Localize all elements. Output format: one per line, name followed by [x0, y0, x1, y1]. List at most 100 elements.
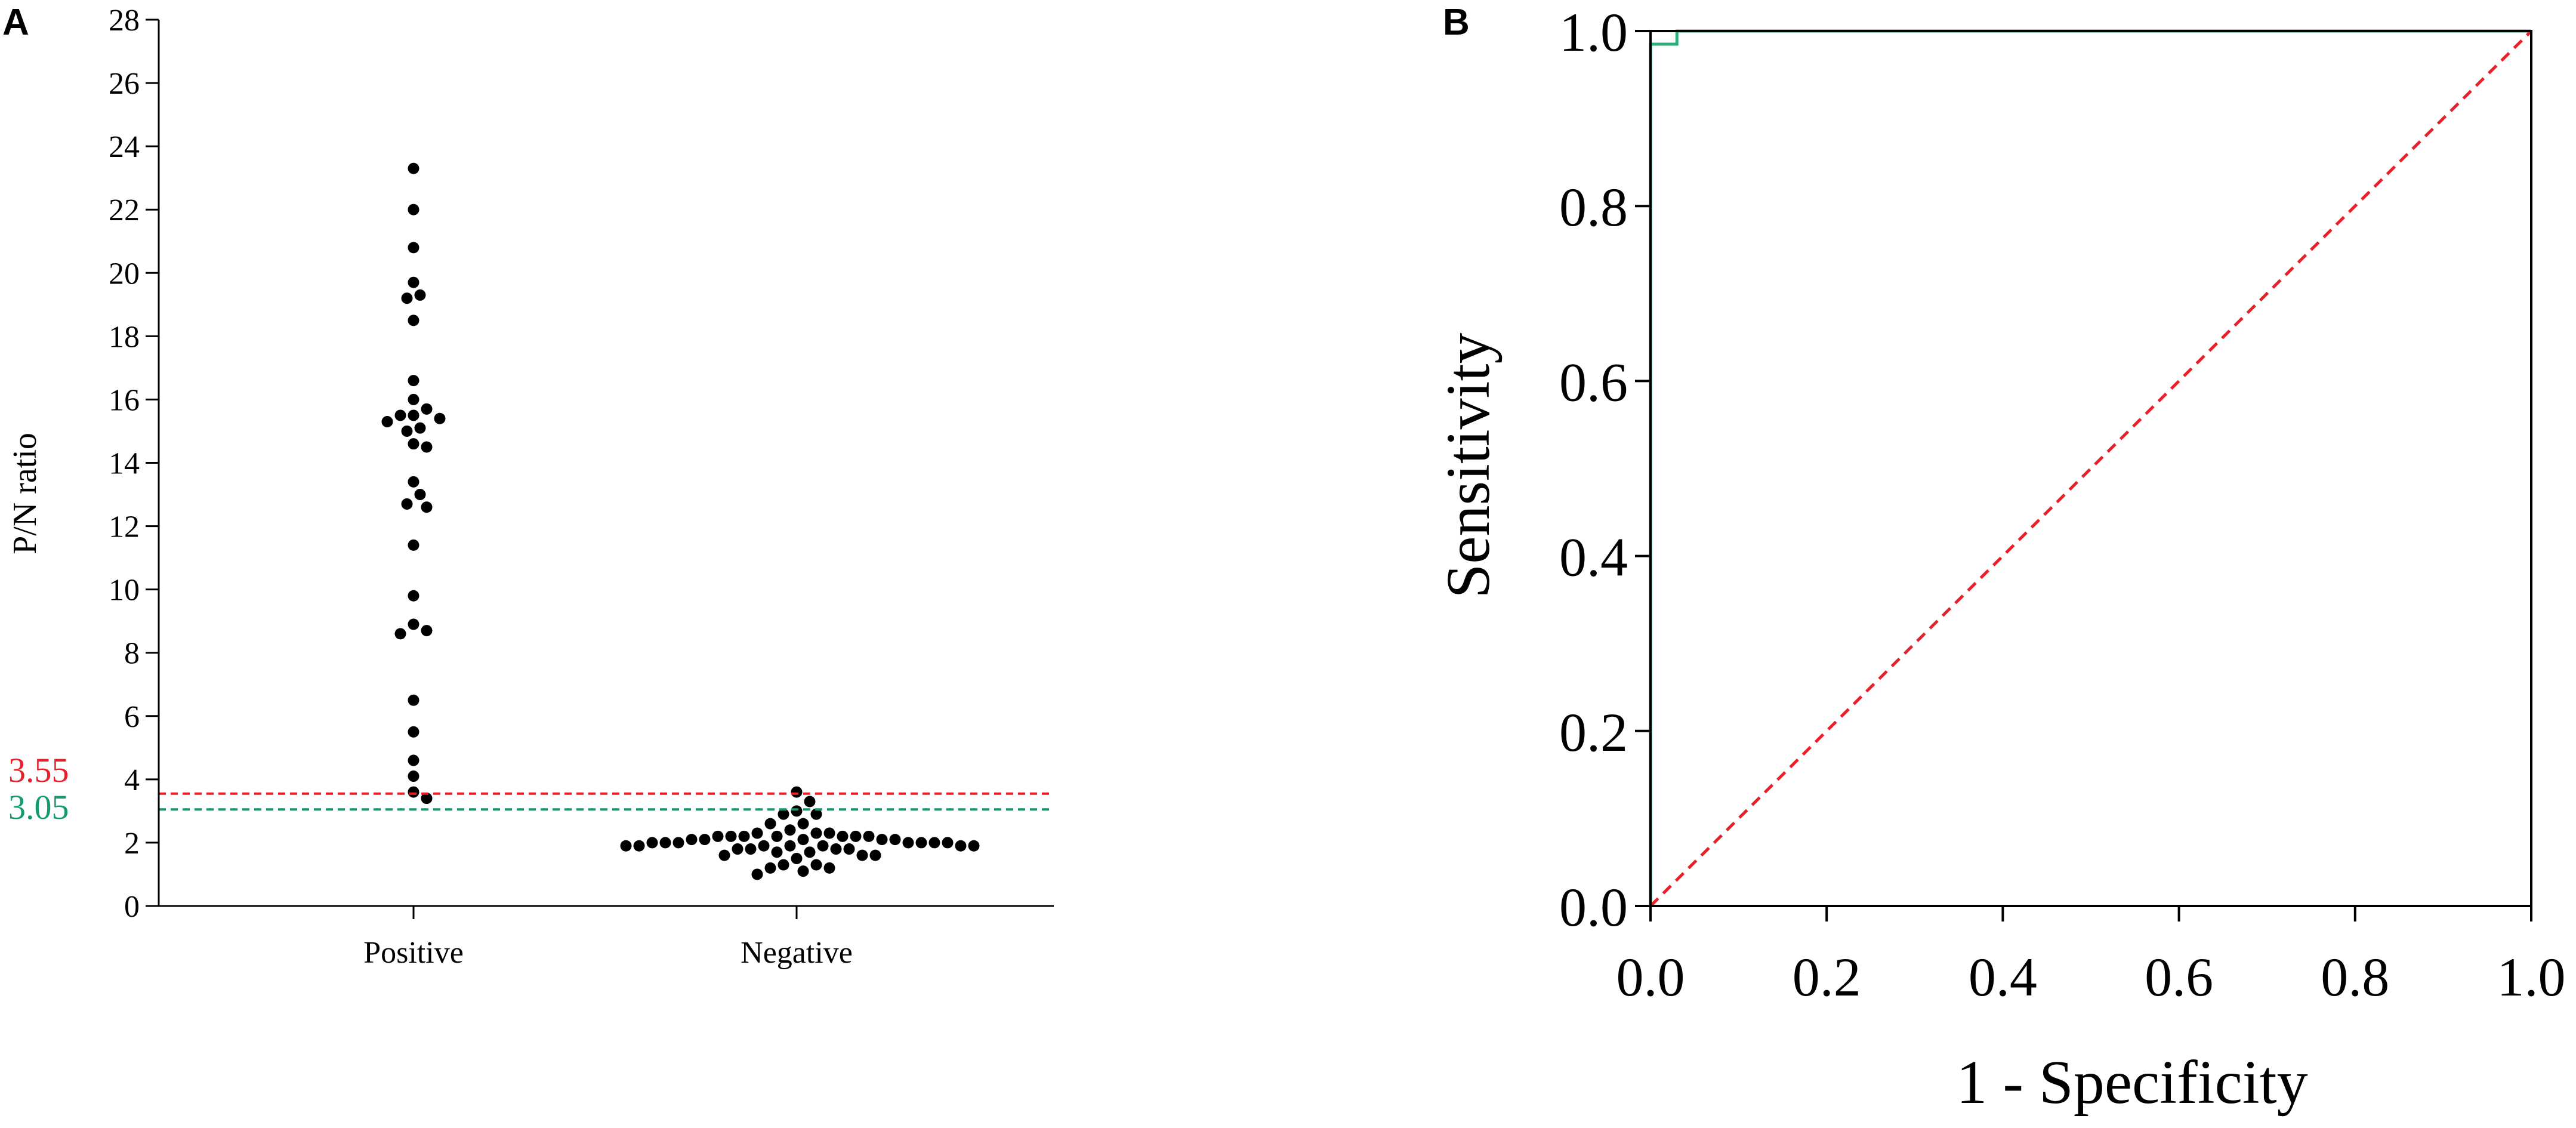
x-tick-label: 0.4 — [1969, 947, 2037, 1007]
data-point — [804, 796, 816, 808]
y-tick-label: 18 — [109, 320, 140, 354]
y-tick-label: 0.6 — [1559, 352, 1628, 412]
data-point — [791, 786, 803, 798]
data-point — [421, 625, 433, 637]
data-point — [810, 859, 822, 871]
data-point — [797, 834, 809, 846]
data-point — [408, 694, 419, 706]
data-point — [408, 539, 419, 551]
data-point — [620, 840, 632, 852]
data-point — [955, 840, 967, 852]
data-point — [928, 837, 940, 849]
data-point — [718, 849, 730, 861]
data-point — [408, 375, 419, 387]
y-tick-label: 28 — [109, 4, 140, 38]
panel-b-y-axis-label: Sensitivity — [1434, 333, 1503, 599]
data-point — [791, 852, 803, 864]
data-point — [764, 818, 776, 830]
data-point — [889, 834, 901, 846]
x-tick-label: 0.6 — [2145, 947, 2213, 1007]
data-point — [863, 830, 875, 842]
data-point — [646, 837, 658, 849]
data-point — [408, 409, 419, 421]
data-point — [830, 843, 842, 855]
data-point — [771, 846, 783, 858]
data-point — [778, 859, 789, 871]
y-tick-label: 10 — [109, 574, 140, 608]
y-tick-label: 2 — [124, 827, 140, 861]
panel-a-y-axis-label: P/N ratio — [7, 433, 44, 554]
data-point — [784, 824, 796, 836]
data-point — [791, 805, 803, 817]
data-point — [823, 827, 835, 839]
data-point — [408, 771, 419, 782]
data-point — [408, 204, 419, 215]
data-point — [699, 834, 711, 846]
y-tick-label: 26 — [109, 67, 140, 101]
data-point — [942, 837, 954, 849]
x-tick-label: 1.0 — [2497, 947, 2566, 1007]
data-point — [401, 292, 413, 304]
data-point — [968, 840, 980, 852]
x-tick-label: 0.2 — [1793, 947, 1861, 1007]
data-point — [421, 403, 433, 415]
data-point — [421, 793, 433, 805]
data-point — [837, 830, 849, 842]
x-tick-label: 0.0 — [1616, 947, 1685, 1007]
data-point — [771, 830, 783, 842]
data-point — [738, 830, 750, 842]
data-point — [408, 393, 419, 405]
panel-a-cutoff-lines: 3.553.05 — [8, 751, 1054, 827]
y-tick-label: 1.0 — [1559, 2, 1628, 63]
data-point — [408, 242, 419, 254]
data-point — [823, 862, 835, 874]
data-point — [408, 590, 419, 602]
data-point — [751, 827, 763, 839]
data-point — [408, 754, 419, 766]
data-point — [421, 501, 433, 513]
data-point — [850, 830, 862, 842]
data-point — [902, 837, 914, 849]
y-tick-label: 24 — [109, 130, 140, 164]
data-point — [810, 827, 822, 839]
data-point — [633, 840, 645, 852]
data-point — [414, 289, 426, 301]
x-category-label: Negative — [741, 936, 853, 970]
panel-a-points — [381, 162, 980, 880]
data-point — [686, 834, 698, 846]
y-tick-label: 0.0 — [1559, 877, 1628, 938]
panel-letter-b: B — [1443, 2, 1470, 43]
panel-a-categories: Positive Negative — [363, 906, 853, 970]
data-point — [758, 840, 770, 852]
data-point — [414, 422, 426, 434]
data-point — [817, 840, 829, 852]
data-point — [408, 618, 419, 630]
reference-diagonal-line — [1649, 30, 2532, 907]
panel-b-plot-frame — [1649, 30, 2532, 907]
y-tick-label: 8 — [124, 637, 140, 671]
x-category-label: Positive — [363, 936, 464, 970]
data-point — [712, 830, 724, 842]
data-point — [725, 830, 737, 842]
cutoff-label: 3.55 — [8, 751, 69, 790]
y-tick-label: 0.2 — [1559, 702, 1628, 763]
y-tick-label: 14 — [109, 447, 140, 481]
data-point — [856, 849, 868, 861]
data-point — [797, 865, 809, 877]
y-tick-label: 22 — [109, 193, 140, 227]
data-point — [778, 808, 789, 820]
data-point — [843, 843, 855, 855]
data-point — [414, 489, 426, 501]
panel-b-roc-curve: Sensitivity 1 - Specificity 0.0 0.2 0.4 0.6… — [1434, 2, 2566, 1117]
y-tick-label: 20 — [109, 257, 140, 291]
data-point — [797, 818, 809, 830]
data-point — [401, 498, 413, 510]
data-point — [732, 843, 744, 855]
data-point — [869, 849, 881, 861]
data-point — [408, 162, 419, 174]
y-tick-label: 0.8 — [1559, 177, 1628, 238]
y-tick-label: 4 — [124, 763, 140, 797]
data-point — [394, 628, 406, 640]
